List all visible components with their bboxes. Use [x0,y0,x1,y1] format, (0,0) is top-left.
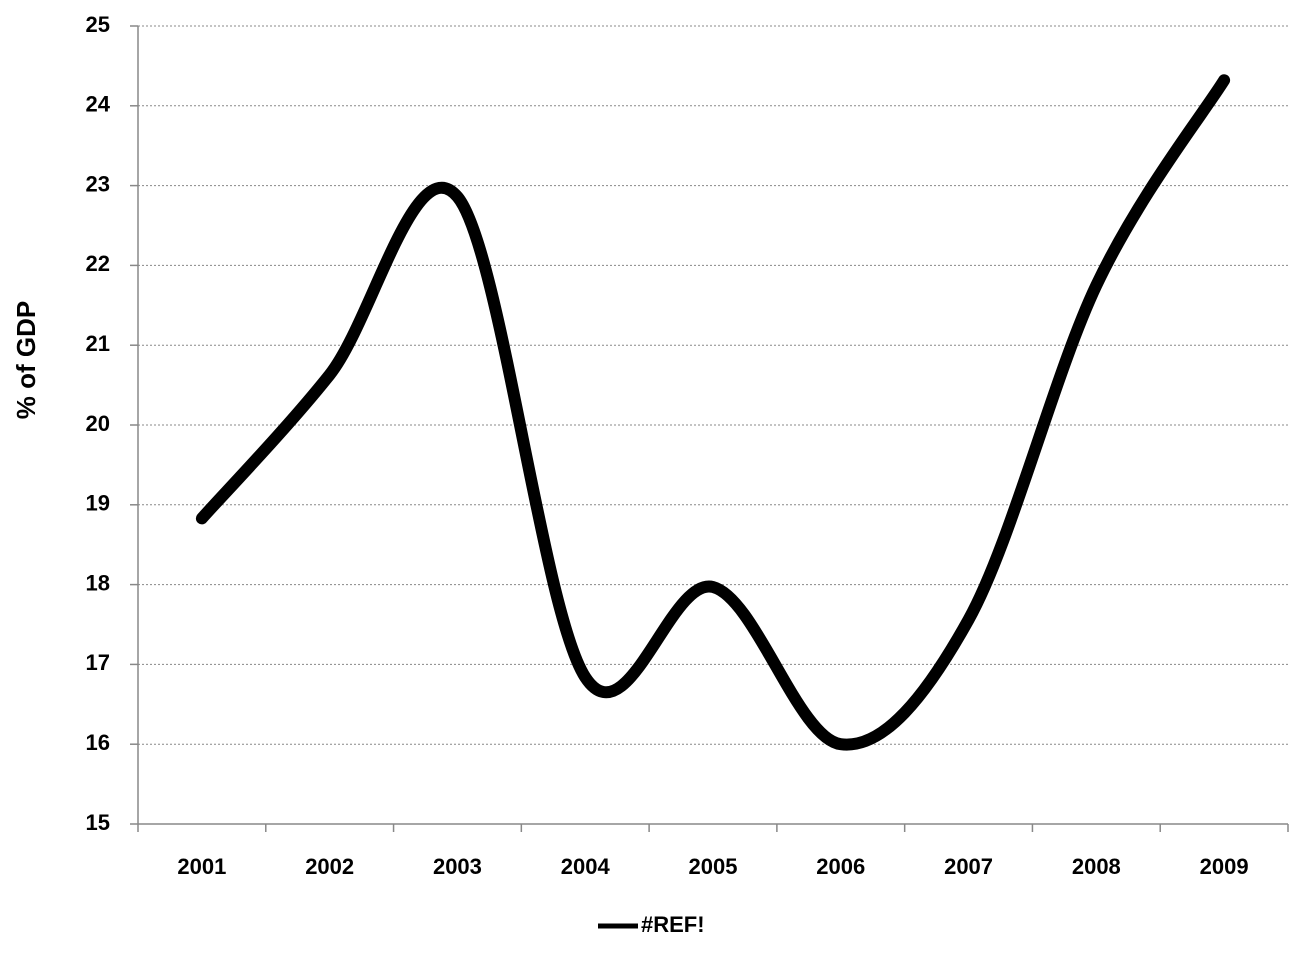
y-tick-label: 15 [86,810,110,835]
y-tick-label: 22 [86,251,110,276]
x-tick-label: 2005 [689,854,738,879]
line [195,74,1231,751]
y-tick-label: 19 [86,491,110,516]
y-tick-label: 21 [86,331,110,356]
y-tick-label: 17 [86,650,110,675]
x-tick-label: 2008 [1072,854,1121,879]
x-tick-label: 2003 [433,854,482,879]
y-tick-label: 16 [86,730,110,755]
y-tick-label: 24 [86,92,111,117]
y-tick-label: 18 [86,570,110,595]
y-tick-label: 23 [86,171,110,196]
x-tick-label: 2007 [944,854,993,879]
x-tick-label: 2002 [305,854,354,879]
x-tick-label: 2001 [177,854,226,879]
x-tick-label: 2009 [1200,854,1249,879]
x-tick-label: 2006 [816,854,865,879]
y-tick-label: 25 [86,12,110,37]
legend-label: #REF! [641,912,705,937]
y-axis-label: % of GDP [11,301,41,419]
y-tick-label: 20 [86,411,110,436]
x-tick-label: 2004 [561,854,611,879]
